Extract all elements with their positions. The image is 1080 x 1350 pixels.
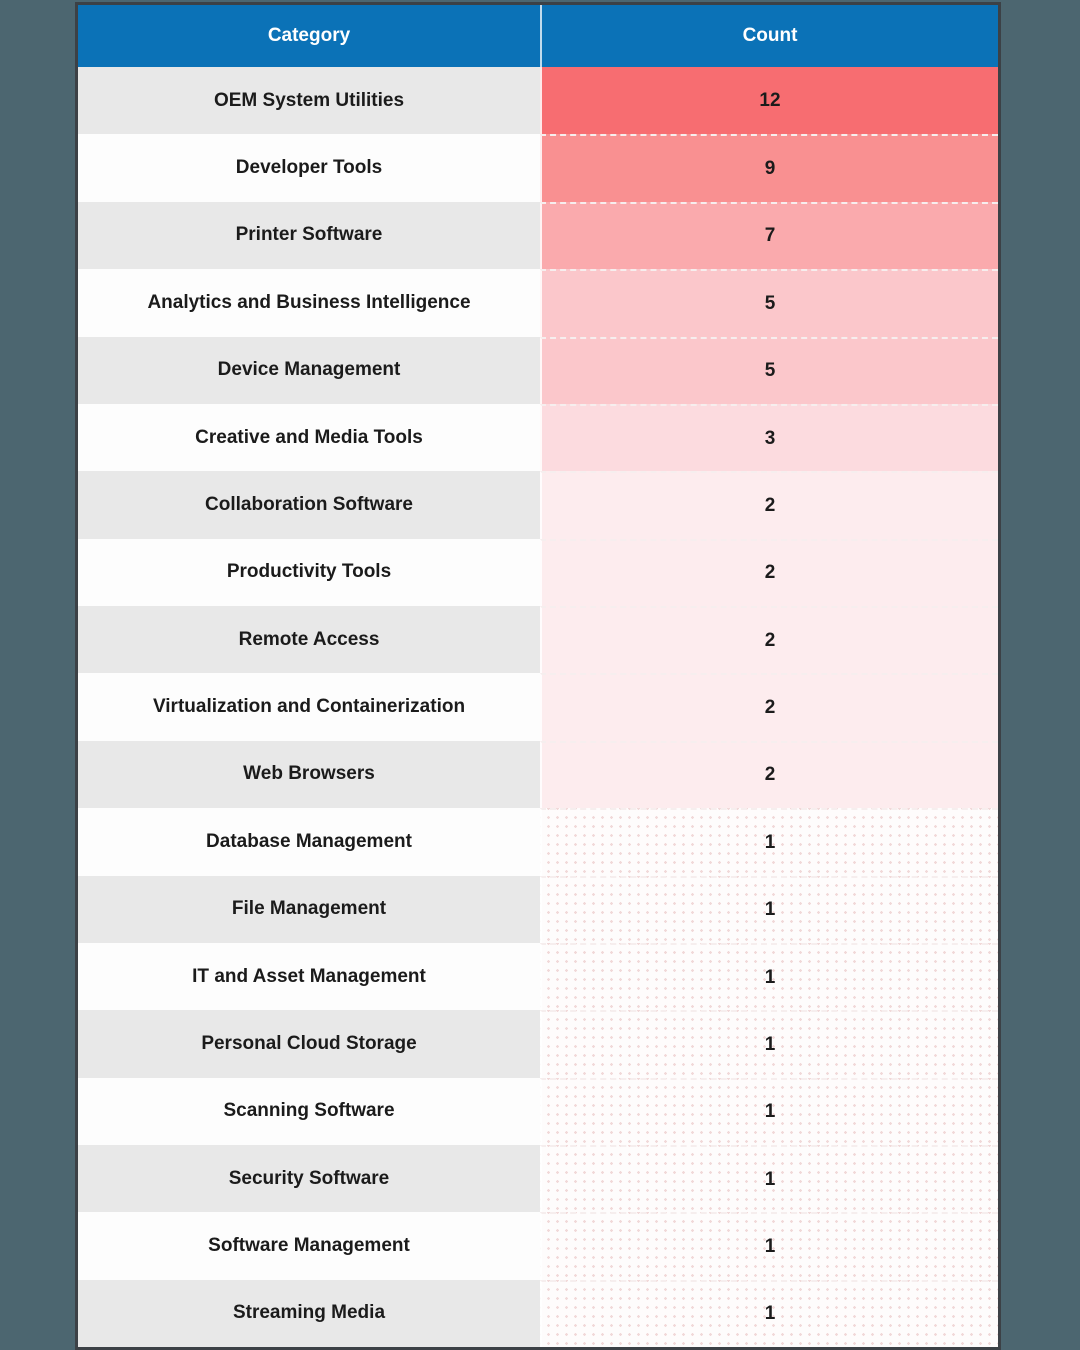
category-cell: Remote Access (78, 606, 540, 674)
category-cell: Security Software (78, 1145, 540, 1213)
count-cell: 2 (540, 673, 998, 741)
table-row: Database Management 1 (78, 808, 998, 876)
category-cell: Streaming Media (78, 1279, 540, 1348)
count-cell: 1 (540, 1077, 998, 1145)
table-row: Developer Tools 9 (78, 134, 998, 202)
category-cell: Personal Cloud Storage (78, 1010, 540, 1078)
category-cell: Creative and Media Tools (78, 403, 540, 472)
count-cell: 5 (540, 269, 998, 337)
category-cell: Virtualization and Containerization (78, 673, 540, 741)
table-body: OEM System Utilities 12 Developer Tools 9 Pr… (78, 67, 998, 1348)
table-row: Virtualization and Containerization 2 (78, 673, 998, 741)
count-cell: 1 (540, 1010, 998, 1078)
table-row: OEM System Utilities 12 (78, 67, 998, 135)
count-cell: 1 (540, 1279, 998, 1348)
category-cell: Software Management (78, 1212, 540, 1280)
category-cell: Productivity Tools (78, 538, 540, 606)
table-row: Device Management 5 (78, 336, 998, 404)
count-cell: 1 (540, 942, 998, 1011)
count-cell: 3 (540, 403, 998, 472)
table-row: Scanning Software 1 (78, 1077, 998, 1145)
table-row: Collaboration Software 2 (78, 471, 998, 539)
category-cell: Database Management (78, 808, 540, 876)
category-cell: IT and Asset Management (78, 942, 540, 1011)
count-cell: 9 (540, 134, 998, 202)
count-cell: 1 (540, 1212, 998, 1280)
header-cell-count: Count (540, 5, 998, 67)
category-cell: Developer Tools (78, 134, 540, 202)
count-cell: 2 (540, 538, 998, 606)
table-row: File Management 1 (78, 875, 998, 943)
category-cell: OEM System Utilities (78, 67, 540, 135)
table-row: Software Management 1 (78, 1212, 998, 1280)
table-row: Web Browsers 2 (78, 740, 998, 809)
category-cell: Device Management (78, 336, 540, 404)
table-row: Security Software 1 (78, 1145, 998, 1213)
table-row: Remote Access 2 (78, 606, 998, 674)
table-row: Printer Software 7 (78, 201, 998, 270)
count-cell: 5 (540, 336, 998, 404)
table-row: IT and Asset Management 1 (78, 942, 998, 1011)
count-cell: 12 (540, 67, 998, 135)
table-row: Streaming Media 1 (78, 1279, 998, 1348)
count-cell: 2 (540, 606, 998, 674)
category-cell: Scanning Software (78, 1077, 540, 1145)
category-cell: Analytics and Business Intelligence (78, 269, 540, 337)
count-cell: 7 (540, 201, 998, 270)
count-cell: 1 (540, 875, 998, 943)
count-cell: 1 (540, 1145, 998, 1213)
table-row: Personal Cloud Storage 1 (78, 1010, 998, 1078)
table-row: Creative and Media Tools 3 (78, 403, 998, 472)
category-count-table: Category Count OEM System Utilities 12 Dev… (75, 2, 1001, 1350)
table-header-row: Category Count (78, 5, 998, 67)
category-cell: Printer Software (78, 201, 540, 270)
count-cell: 1 (540, 808, 998, 876)
table-row: Analytics and Business Intelligence 5 (78, 269, 998, 337)
category-cell: Web Browsers (78, 740, 540, 809)
table-row: Productivity Tools 2 (78, 538, 998, 606)
count-cell: 2 (540, 471, 998, 539)
category-cell: File Management (78, 875, 540, 943)
count-cell: 2 (540, 740, 998, 809)
category-cell: Collaboration Software (78, 471, 540, 539)
header-cell-category: Category (267, 25, 351, 46)
